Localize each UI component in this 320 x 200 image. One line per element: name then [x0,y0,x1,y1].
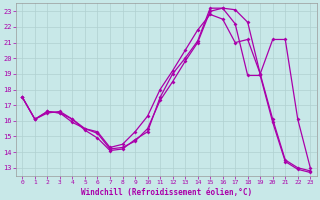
X-axis label: Windchill (Refroidissement éolien,°C): Windchill (Refroidissement éolien,°C) [81,188,252,197]
